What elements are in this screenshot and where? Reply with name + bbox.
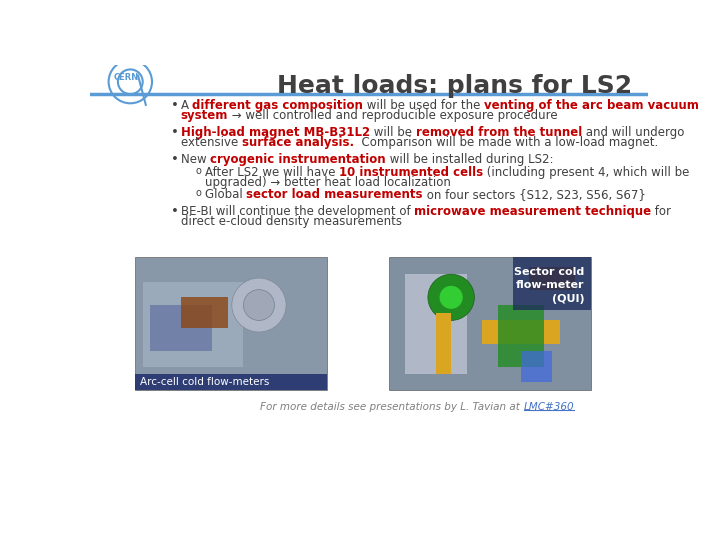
Text: → well controlled and reproducible exposure procedure: → well controlled and reproducible expos… xyxy=(228,109,558,122)
Text: New: New xyxy=(181,153,210,166)
Text: upgraded) → better heat load localization: upgraded) → better heat load localizatio… xyxy=(204,177,451,190)
Text: microwave measurement technique: microwave measurement technique xyxy=(414,205,651,218)
Text: on four sectors {S12, S23, S56, S67}: on four sectors {S12, S23, S56, S67} xyxy=(423,188,646,201)
Text: CERN: CERN xyxy=(114,72,139,82)
Bar xyxy=(135,374,327,390)
Text: o: o xyxy=(195,188,202,198)
Text: different gas composition: different gas composition xyxy=(192,99,364,112)
Text: flow-meter: flow-meter xyxy=(516,280,585,291)
Text: For more details see presentations by L. Tavian at: For more details see presentations by L.… xyxy=(261,402,523,412)
Text: A: A xyxy=(181,99,192,112)
Bar xyxy=(143,282,243,367)
Bar xyxy=(498,305,544,367)
Text: surface analysis.: surface analysis. xyxy=(242,136,354,149)
Circle shape xyxy=(428,274,474,320)
Text: (including present 4, which will be: (including present 4, which will be xyxy=(483,166,690,179)
Bar xyxy=(528,267,575,289)
Bar xyxy=(135,257,327,390)
Text: Heat loads: plans for LS2: Heat loads: plans for LS2 xyxy=(277,74,632,98)
Circle shape xyxy=(439,286,463,309)
Text: •: • xyxy=(171,205,179,218)
Bar xyxy=(150,305,212,351)
Text: will be installed during LS2:: will be installed during LS2: xyxy=(386,153,553,166)
Text: Global: Global xyxy=(204,188,246,201)
Text: •: • xyxy=(171,126,179,139)
Text: Arc-cell cold flow-meters: Arc-cell cold flow-meters xyxy=(140,377,269,387)
Text: will be: will be xyxy=(370,126,415,139)
Text: •: • xyxy=(171,153,179,166)
Text: •: • xyxy=(171,99,179,112)
Bar xyxy=(513,257,590,309)
Text: (QUI): (QUI) xyxy=(552,294,585,304)
Text: High-load magnet MB-B31L2: High-load magnet MB-B31L2 xyxy=(181,126,370,139)
Circle shape xyxy=(232,278,286,332)
Text: BE-BI will continue the development of: BE-BI will continue the development of xyxy=(181,205,414,218)
Bar xyxy=(181,298,228,328)
Text: venting of the arc beam vacuum: venting of the arc beam vacuum xyxy=(485,99,699,112)
Bar xyxy=(405,274,467,374)
Text: Comparison will be made with a low-load magnet.: Comparison will be made with a low-load … xyxy=(354,136,658,149)
Text: 10 instrumented cells: 10 instrumented cells xyxy=(339,166,483,179)
Text: removed from the tunnel: removed from the tunnel xyxy=(415,126,582,139)
Text: extensive: extensive xyxy=(181,136,242,149)
Circle shape xyxy=(243,289,274,320)
Text: o: o xyxy=(195,166,202,176)
Text: cryogenic instrumentation: cryogenic instrumentation xyxy=(210,153,386,166)
Text: will be used for the: will be used for the xyxy=(364,99,485,112)
Text: LMC#360: LMC#360 xyxy=(523,402,575,412)
Bar xyxy=(482,320,559,343)
Text: direct e-cloud density measurements: direct e-cloud density measurements xyxy=(181,215,402,228)
Bar xyxy=(389,257,590,390)
Text: and will undergo: and will undergo xyxy=(582,126,684,139)
Text: sector load measurements: sector load measurements xyxy=(246,188,423,201)
Bar xyxy=(436,313,451,374)
Text: After LS2 we will have: After LS2 we will have xyxy=(204,166,339,179)
Text: Sector cold: Sector cold xyxy=(514,267,585,276)
Bar xyxy=(521,351,552,382)
Text: system: system xyxy=(181,109,228,122)
Text: for: for xyxy=(651,205,671,218)
